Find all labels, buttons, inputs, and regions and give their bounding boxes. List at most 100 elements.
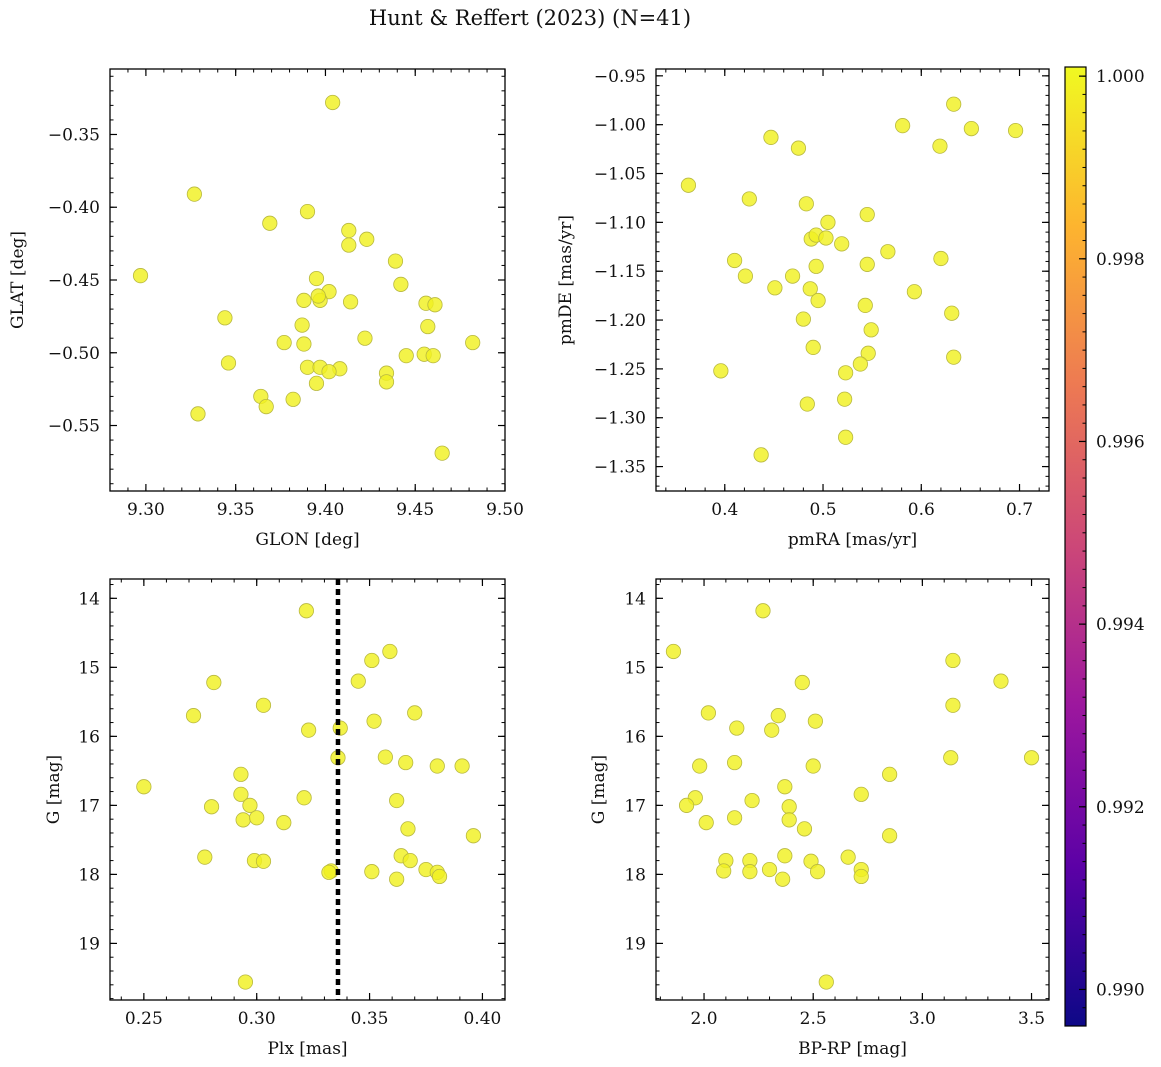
- scatter-point: [805, 339, 821, 356]
- x-tick-label: 0.30: [238, 1009, 276, 1029]
- scatter-point: [859, 256, 875, 272]
- scatter-point: [255, 853, 272, 869]
- scatter-point: [1023, 750, 1040, 766]
- y-tick-label: 15: [624, 658, 646, 678]
- y-tick-label: −0.40: [48, 198, 100, 218]
- scatter-point: [963, 120, 979, 137]
- colorbar-tick-label: 0.990: [1096, 980, 1145, 1000]
- colorbar-tick-label: 1.000: [1096, 67, 1145, 87]
- scatter-point: [882, 828, 898, 844]
- scatter-point: [342, 294, 359, 310]
- scatter-point: [301, 722, 317, 738]
- scatter-point: [296, 292, 312, 308]
- scatter-point: [838, 365, 854, 381]
- scatter-point: [1007, 122, 1024, 139]
- x-axis-label: BP-RP [mag]: [798, 1039, 907, 1059]
- scatter-point: [420, 318, 436, 335]
- y-tick-label: 15: [78, 658, 100, 678]
- scatter-point: [880, 244, 896, 260]
- scatter-point: [807, 713, 823, 729]
- scatter-point: [364, 652, 380, 669]
- scatter-point: [761, 861, 778, 878]
- scatter-point: [840, 849, 856, 865]
- scatter-point: [993, 673, 1009, 689]
- scatter-point: [389, 871, 405, 887]
- y-tick-label: 16: [624, 727, 646, 747]
- scatter-point: [299, 204, 316, 220]
- scatter-point: [425, 348, 441, 364]
- x-axis-label: Plx [mas]: [267, 1039, 347, 1059]
- y-axis-label: G [mag]: [589, 755, 609, 824]
- scatter-point: [808, 258, 824, 274]
- y-tick-label: −1.15: [594, 262, 646, 282]
- x-tick-label: 0.35: [351, 1009, 389, 1029]
- scatter-point: [810, 292, 826, 309]
- colorbar-tick-label: 0.994: [1096, 615, 1145, 635]
- scatter-point: [742, 864, 758, 880]
- x-tick-label: 9.35: [217, 500, 255, 520]
- scatter-point: [744, 792, 760, 809]
- x-tick-label: 0.5: [810, 500, 837, 520]
- scatter-point: [795, 311, 811, 327]
- x-tick-label: 0.40: [463, 1009, 501, 1029]
- scatter-point: [698, 815, 714, 831]
- scatter-point: [249, 810, 265, 826]
- scatter-point: [818, 230, 834, 246]
- y-tick-label: 19: [78, 934, 100, 954]
- scatter-point: [860, 345, 876, 361]
- y-axis-label: GLAT [deg]: [8, 231, 28, 329]
- scatter-point: [258, 398, 274, 415]
- scatter-point: [321, 864, 337, 880]
- scatter-point: [799, 396, 815, 412]
- scatter-point: [837, 391, 853, 407]
- scatter-point: [364, 864, 380, 880]
- x-tick-label: 9.40: [307, 500, 345, 520]
- colorbar-tick-label: 0.992: [1096, 798, 1145, 818]
- x-axis-label: GLON [deg]: [255, 530, 359, 550]
- scatter-point: [932, 138, 948, 154]
- panel-glon-glat: 9.30 9.35 9.40 9.45 9.50 −0.55 −0.50 −0.45 −0.40…: [8, 68, 524, 550]
- scatter-point: [387, 253, 404, 269]
- scatter-point: [863, 322, 879, 338]
- scatter-point: [298, 603, 314, 619]
- scatter-point: [784, 268, 801, 284]
- panel-pmra-pmde: 0.4 0.5 0.6 0.7 −1.35 −1.30 −1.25 −1.20 −1.15 −1.…: [556, 67, 1050, 550]
- y-tick-label: −0.55: [48, 417, 100, 437]
- scatter-point: [818, 974, 834, 990]
- scatter-point: [454, 758, 470, 774]
- scatter-point: [398, 348, 414, 364]
- scatter-point: [206, 674, 222, 691]
- scatter-point: [136, 779, 152, 795]
- y-axis-label: pmDE [mas/yr]: [556, 215, 576, 345]
- scatter-point: [716, 863, 732, 879]
- figure-title: Hunt & Reffert (2023) (N=41): [368, 6, 692, 30]
- y-tick-label: −1.30: [594, 409, 646, 429]
- panel-bprp-g: 2.0 2.5 3.0 3.5 14 15 16 17 18 19 BP-RP [mag] G [ma…: [589, 578, 1050, 1059]
- y-tick-label: 18: [78, 865, 100, 885]
- scatter-point: [737, 268, 754, 284]
- x-tick-label: 9.45: [396, 500, 434, 520]
- scatter-point: [809, 864, 826, 880]
- scatter-point: [946, 96, 962, 112]
- scatter-point: [398, 754, 414, 771]
- scatter-point: [325, 94, 341, 111]
- x-tick-label: 3.5: [1018, 1009, 1045, 1029]
- scatter-point: [366, 713, 382, 729]
- scatter-point: [678, 797, 695, 813]
- scatter-point: [945, 652, 961, 669]
- scatter-point: [310, 288, 326, 304]
- scatter-point: [852, 356, 868, 372]
- x-tick-label: 2.5: [800, 1009, 827, 1029]
- scatter-point: [285, 391, 301, 407]
- x-tick-label: 9.30: [127, 500, 165, 520]
- scatter-point: [680, 177, 697, 193]
- scatter-point: [777, 779, 793, 795]
- scatter-point: [906, 284, 922, 300]
- y-tick-label: 18: [624, 865, 646, 885]
- scatter-point: [726, 810, 743, 826]
- x-tick-label: 9.50: [486, 500, 524, 520]
- scatter-point: [237, 974, 254, 990]
- scatter-point: [859, 206, 875, 223]
- scatter-point: [185, 708, 202, 724]
